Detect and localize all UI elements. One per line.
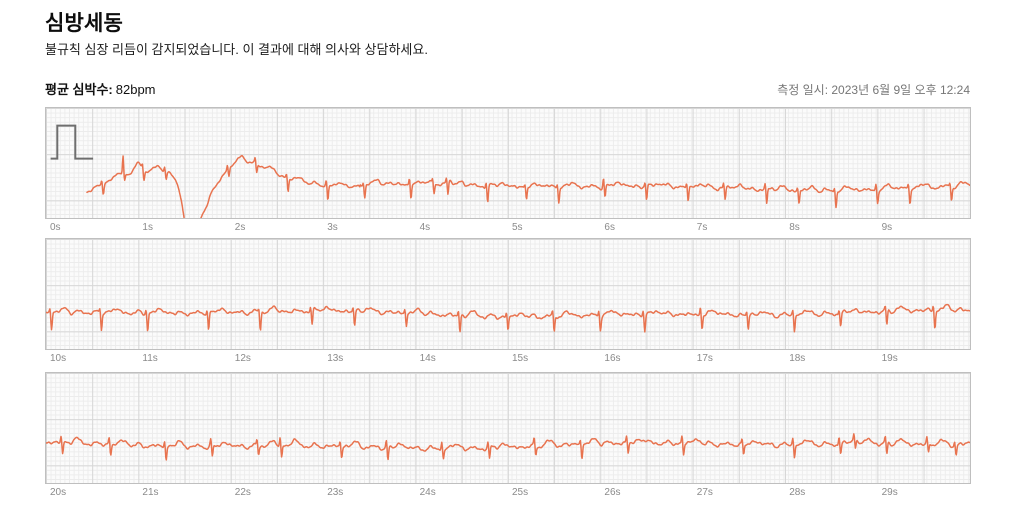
time-tick-label: 23s (327, 487, 344, 498)
time-tick-label: 6s (604, 222, 615, 233)
time-tick-label: 13s (327, 353, 344, 364)
ecg-strip-3: 20s 21s 22s 23s 24s 25s 26s 27s 28s 29s (45, 372, 971, 503)
time-tick-label: 14s (419, 353, 436, 364)
time-tick-label: 12s (234, 353, 251, 364)
time-tick-label: 22s (234, 487, 251, 498)
time-tick-label: 20s (50, 487, 67, 498)
average-heart-rate-label: 평균 심박수: (45, 82, 113, 97)
time-tick-label: 24s (419, 487, 436, 498)
meta-row: 평균 심박수: 82bpm 측정 일시: 2023년 6월 9일 오후 12:24 (45, 79, 970, 98)
time-tick-label: 4s (419, 222, 431, 233)
measurement-datetime: 측정 일시: 2023년 6월 9일 오후 12:24 (777, 83, 970, 97)
ecg-chart: 0s 1s 2s 3s 4s 5s 6s 7s 8s 9s 10s 11s 12s 13s 14s 15s 1… (45, 107, 971, 503)
time-tick-label: 7s (696, 222, 708, 233)
average-heart-rate-value: 82bpm (115, 82, 156, 97)
time-tick-label: 28s (789, 487, 806, 498)
ecg-trace-1 (50, 124, 970, 218)
time-tick-label: 2s (234, 222, 246, 233)
time-tick-label: 15s (512, 353, 529, 364)
ecg-grid-1 (45, 107, 971, 219)
page-title: 심방세동 (45, 12, 124, 35)
time-tick-label: 18s (789, 353, 806, 364)
time-tick-label: 11s (142, 353, 158, 364)
ecg-grid-2 (45, 238, 971, 350)
time-axis-1: 0s 1s 2s 3s 4s 5s 6s 7s 8s 9s (45, 219, 971, 238)
time-axis-2: 10s 11s 12s 13s 14s 15s 16s 17s 18s 19s (45, 350, 971, 369)
ecg-strip-2: 10s 11s 12s 13s 14s 15s 16s 17s 18s 19s (45, 238, 971, 369)
ecg-strip-1: 0s 1s 2s 3s 4s 5s 6s 7s 8s 9s (45, 107, 971, 238)
result-description: 불규칙 심장 리듬이 감지되었습니다. 이 결과에 대해 의사와 상담하세요. (45, 42, 428, 57)
time-tick-label: 9s (881, 222, 893, 233)
ecg-trace-2 (46, 303, 970, 333)
time-tick-label: 1s (142, 222, 153, 233)
time-tick-label: 26s (604, 487, 621, 498)
time-tick-label: 3s (327, 222, 338, 233)
time-tick-label: 25s (512, 487, 529, 498)
time-axis-3: 20s 21s 22s 23s 24s 25s 26s 27s 28s 29s (45, 484, 971, 503)
time-tick-label: 8s (789, 222, 800, 233)
time-tick-label: 0s (50, 222, 61, 233)
time-tick-label: 29s (881, 487, 898, 498)
time-tick-label: 10s (50, 353, 67, 364)
time-tick-label: 21s (142, 487, 159, 498)
ecg-grid-3 (45, 372, 971, 484)
time-tick-label: 19s (881, 353, 898, 364)
time-tick-label: 17s (696, 353, 713, 364)
ecg-trace-3 (46, 433, 970, 461)
time-tick-label: 27s (696, 487, 713, 498)
time-tick-label: 16s (604, 353, 621, 364)
average-heart-rate: 평균 심박수: 82bpm (45, 79, 156, 98)
time-tick-label: 5s (512, 222, 523, 233)
